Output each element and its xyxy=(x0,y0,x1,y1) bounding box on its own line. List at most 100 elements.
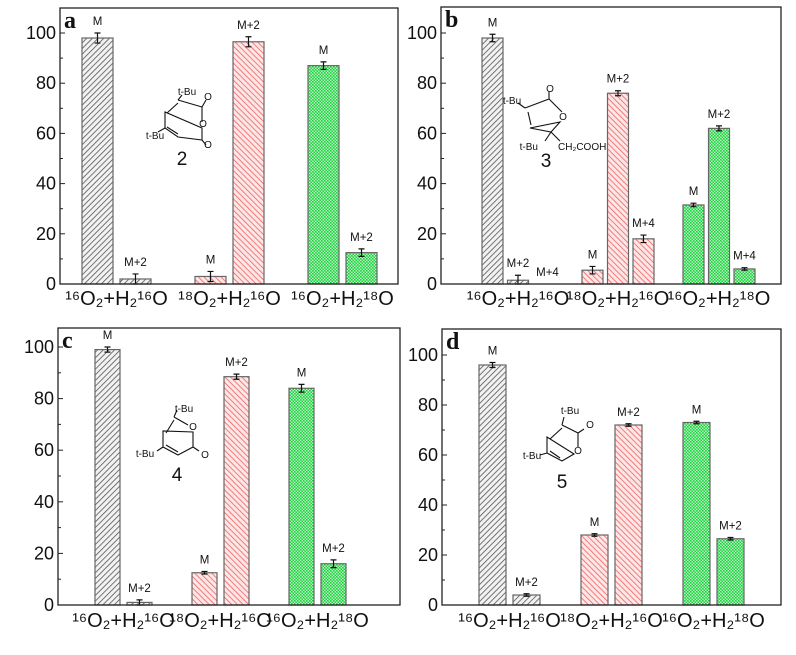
compound-atom-label: t-Bu xyxy=(175,404,193,415)
panel-letter: d xyxy=(446,329,460,355)
panel-letter: a xyxy=(64,8,76,34)
bar-d-g3-mplus2 xyxy=(716,538,745,606)
bar-label: M xyxy=(206,254,216,266)
compound-structure-3: t-Bu t-Bu O O CH₂COOH xyxy=(503,84,607,153)
error-bar xyxy=(233,373,240,380)
bar-label: M+4 xyxy=(632,218,655,230)
panel-c: M M+2 ¹⁶O₂+H₂¹⁶O M M+2 ¹⁸O₂+H₂¹⁶O M M+2 ¹⁶O₂+H₂¹… xyxy=(24,327,401,632)
compound-atom-label: t-Bu xyxy=(136,449,154,460)
bar-label: M+2 xyxy=(237,20,260,32)
panel-b: M M+2 M+4 ¹⁶O₂+H₂¹⁶O M M+2 M+4 ¹⁸O₂+H₂¹⁶O M M+2 M+… xyxy=(407,6,782,310)
x-tick-label: ¹⁶O₂+H₂¹⁶O xyxy=(458,610,561,632)
y-tick-label: 80 xyxy=(36,73,56,93)
bar-label: M+2 xyxy=(607,74,630,86)
bar-d-g2-mplus2 xyxy=(614,424,643,606)
compound-atom-label: O xyxy=(204,140,212,151)
y-tick-label: 100 xyxy=(407,23,437,43)
y-tick-label: 80 xyxy=(34,389,54,409)
compound-atom-label: O xyxy=(546,84,554,95)
error-bar xyxy=(201,570,208,575)
bar-d-g2-m xyxy=(580,534,609,606)
x-tick-label: ¹⁶O₂+H₂¹⁶O xyxy=(65,288,168,310)
compound-structure-5: t-Bu t-Bu O O xyxy=(523,406,594,462)
bar-label: M xyxy=(200,554,210,566)
y-tick-label: 20 xyxy=(418,545,438,565)
error-bar xyxy=(523,593,530,597)
bar-label: M+2 xyxy=(507,258,530,270)
y-tick-label: 40 xyxy=(418,495,438,515)
error-bar xyxy=(741,267,748,271)
bar-c-g2-mplus2 xyxy=(223,376,250,606)
error-bar xyxy=(320,61,327,70)
y-tick-label: 100 xyxy=(24,337,54,357)
bar-label: M xyxy=(692,404,702,416)
y-tick-label: 100 xyxy=(408,345,438,365)
bar-a-g2-mplus2 xyxy=(232,41,265,285)
y-tick-label: 20 xyxy=(36,224,56,244)
bar-b-g2-mplus4 xyxy=(632,238,655,285)
error-bar xyxy=(298,383,305,393)
compound-number: 2 xyxy=(177,149,188,170)
error-bar xyxy=(489,33,496,43)
compound-number: 3 xyxy=(541,151,552,172)
x-tick-label: ¹⁸O₂+H₂¹⁶O xyxy=(560,610,663,632)
x-tick-label: ¹⁶O₂+H₂¹⁸O xyxy=(668,288,771,310)
y-tick-label: 80 xyxy=(417,73,437,93)
bar-label: M+2 xyxy=(124,257,147,269)
compound-atom-label: O xyxy=(559,112,567,123)
plot-frame xyxy=(57,327,401,606)
compound-atom-label: t-Bu xyxy=(178,87,196,98)
x-tick-label: ¹⁶O₂+H₂¹⁶O xyxy=(72,610,175,632)
compound-atom-label: O xyxy=(201,450,209,461)
compound-atom-label: O xyxy=(199,119,207,130)
error-bar xyxy=(693,420,700,425)
y-tick-label: 0 xyxy=(44,595,54,615)
panel-letter: c xyxy=(62,328,73,354)
bar-label: M xyxy=(590,517,600,529)
plot-frame xyxy=(59,7,399,285)
bar-label: M xyxy=(488,346,498,358)
x-tick-label: ¹⁸O₂+H₂¹⁶O xyxy=(178,288,281,310)
error-bar xyxy=(690,202,697,208)
bar-label: M+2 xyxy=(350,232,373,244)
compound-atom-label: t-Bu xyxy=(146,131,164,142)
y-tick-label: 40 xyxy=(417,174,437,194)
y-tick-label: 100 xyxy=(26,23,56,43)
compound-atom-label: O xyxy=(586,420,594,431)
error-bar xyxy=(615,90,621,97)
bar-label: M xyxy=(689,186,699,198)
compound-atom-label: t-Bu xyxy=(561,406,579,417)
error-bar xyxy=(716,125,722,132)
panel-a: M M+2 ¹⁶O₂+H₂¹⁶O M M+2 ¹⁸O₂+H₂¹⁶O M M+2 ¹⁶O₂+H₂¹… xyxy=(26,7,399,310)
error-bar xyxy=(94,32,101,44)
compound-structure-4: t-Bu t-Bu O O xyxy=(136,404,209,461)
bar-c-g1-m xyxy=(94,348,121,606)
compound-atom-label: CH₂COOH xyxy=(558,142,606,153)
error-bar xyxy=(625,423,632,427)
y-tick-label: 20 xyxy=(34,543,54,563)
error-bar xyxy=(489,361,496,369)
y-tick-label: 0 xyxy=(46,274,56,294)
y-tick-label: 80 xyxy=(418,395,438,415)
error-bar xyxy=(591,533,598,537)
y-tick-label: 0 xyxy=(427,274,437,294)
compound-atom-label: t-Bu xyxy=(520,142,538,153)
error-bar xyxy=(330,559,337,569)
bar-d-g1-m xyxy=(478,364,507,606)
bar-label: M xyxy=(319,45,329,57)
bar-a-g3-m xyxy=(307,65,340,285)
bar-label: M+2 xyxy=(719,521,742,533)
error-bar xyxy=(589,265,596,275)
bar-d-g3-m xyxy=(682,421,711,606)
bar-label: M+2 xyxy=(322,543,345,555)
error-bar xyxy=(207,270,214,283)
bar-label: M+2 xyxy=(617,407,640,419)
y-tick-label: 60 xyxy=(36,123,56,143)
bar-label: M+2 xyxy=(128,583,151,595)
plot-frame xyxy=(441,328,782,606)
bar-a-g3-mplus2 xyxy=(345,252,378,285)
compound-number: 5 xyxy=(557,472,568,493)
error-bar xyxy=(727,536,734,541)
